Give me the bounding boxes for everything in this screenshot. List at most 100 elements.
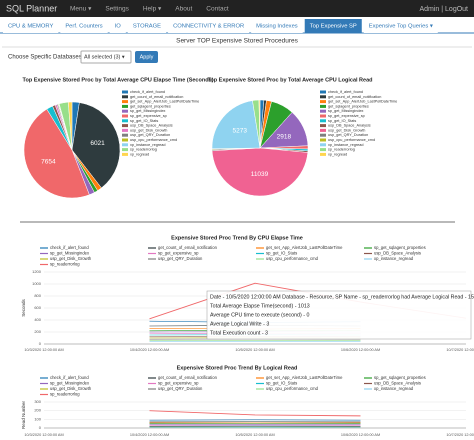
y-tick-label: 100 bbox=[34, 416, 41, 421]
y-axis-label: Seconds bbox=[21, 298, 26, 316]
legend-label: get_set_App_AlertJob_LastPollDateTime bbox=[266, 375, 343, 380]
tab[interactable] bbox=[60, 19, 108, 33]
legend-swatch bbox=[122, 143, 128, 147]
legend-label: check_if_alert_found bbox=[50, 245, 89, 250]
legend-swatch bbox=[320, 143, 326, 147]
tab-label[interactable]: IO bbox=[115, 24, 122, 30]
y-tick-label: 0 bbox=[39, 341, 42, 346]
legend-label: usp_get_Disk_Growth bbox=[130, 128, 167, 132]
legend-label: sp_get_IO_Stats bbox=[266, 251, 297, 256]
tab-label[interactable]: Expensive Top Queries ▾ bbox=[369, 24, 433, 30]
line-title: Expensive Stored Proc Trend By CPU Elaps… bbox=[171, 235, 303, 241]
line-title: Expensive Stored Proc Trend By Logical R… bbox=[177, 365, 298, 371]
tab[interactable] bbox=[304, 19, 362, 33]
y-tick-label: 400 bbox=[34, 317, 41, 322]
legend-swatch bbox=[320, 133, 326, 137]
tab[interactable] bbox=[127, 19, 167, 33]
x-tick-label: 10/7/2020 12:00:00 AM bbox=[446, 433, 474, 437]
legend-label: sp_get_expensive_sp bbox=[158, 381, 199, 386]
tab[interactable] bbox=[109, 19, 126, 33]
panel-title: Server TOP Expensive Stored Procedures bbox=[176, 38, 299, 45]
legend-swatch bbox=[122, 128, 128, 132]
legend-label: get_count_of_email_notification bbox=[130, 95, 183, 99]
tooltip bbox=[206, 290, 472, 340]
legend-label: usp_get_QRY_Duration bbox=[130, 133, 170, 137]
apply-label[interactable]: Apply bbox=[140, 54, 154, 60]
tab-label[interactable]: Top Expensive SP bbox=[310, 24, 357, 30]
legend-label: sp_readerrorlog bbox=[50, 392, 80, 397]
legend-label: get_set_App_AlertJob_LastPollDateTime bbox=[328, 100, 397, 104]
nav-item[interactable]: Help ▾ bbox=[143, 6, 162, 13]
y-tick-label: 1000 bbox=[32, 281, 42, 286]
filter-select[interactable] bbox=[80, 50, 132, 64]
legend-swatch bbox=[122, 133, 128, 137]
slice-label: 11039 bbox=[251, 171, 269, 178]
account[interactable]: Admin | LogOut bbox=[419, 6, 468, 13]
tooltip-line: Date - 10/5/2020 12:00:00 AM Database - … bbox=[210, 294, 474, 300]
x-tick-label: 10/4/2020 12:00:00 AM bbox=[130, 348, 169, 352]
legend-label: sp_get_IO_Stats bbox=[130, 119, 158, 123]
tab[interactable] bbox=[168, 19, 250, 33]
tab-label[interactable]: CONNECTIVITY & ERROR bbox=[173, 24, 244, 30]
legend-label: check_if_alert_found bbox=[328, 90, 363, 94]
x-tick-label: 10/5/2020 12:00:00 AM bbox=[235, 348, 274, 352]
legend-label: usp_cpu_performance_cmd bbox=[130, 138, 177, 142]
legend-label: get_count_of_email_notification bbox=[328, 95, 381, 99]
legend-label: xp_instance_regread bbox=[328, 143, 363, 147]
y-tick-label: 200 bbox=[34, 329, 41, 334]
legend-swatch bbox=[122, 90, 128, 94]
legend-label: usp_get_Disk_Growth bbox=[50, 386, 92, 391]
legend-swatch bbox=[320, 152, 326, 156]
x-tick-label: 10/6/2020 12:00:00 AM bbox=[341, 433, 380, 437]
legend-label: sp_get_Missingindex bbox=[328, 109, 364, 113]
x-tick-label: 10/6/2020 12:00:00 AM bbox=[341, 348, 380, 352]
x-tick-label: 10/5/2020 12:00:00 AM bbox=[235, 433, 274, 437]
pie-slice bbox=[258, 99, 261, 149]
nav-item[interactable]: About bbox=[175, 6, 192, 13]
legend-label: xp_instance_regread bbox=[374, 256, 414, 261]
legend-swatch bbox=[122, 100, 128, 104]
legend-label: usp_DB_Space_Analysis bbox=[328, 124, 371, 128]
legend-label: usp_get_QRY_Duration bbox=[158, 386, 203, 391]
legend-label: usp_DB_Space_Analysis bbox=[374, 381, 421, 386]
tooltip-line: Total Execution count - 3 bbox=[210, 330, 268, 336]
legend-label: usp_get_QRY_Duration bbox=[158, 256, 203, 261]
slice-label: 7654 bbox=[41, 158, 56, 165]
legend-swatch bbox=[320, 138, 326, 142]
y-tick-label: 200 bbox=[34, 408, 41, 413]
legend-label: usp_get_QRY_Duration bbox=[328, 133, 368, 137]
legend-label: sp_get_Missingindex bbox=[50, 251, 90, 256]
tab-label[interactable]: Missing Indexes bbox=[256, 24, 298, 30]
pie-slice bbox=[23, 108, 90, 199]
legend-label: usp_cpu_performance_cmd bbox=[266, 256, 319, 261]
filter-value[interactable]: All selected (3) ▾ bbox=[84, 54, 125, 60]
legend-label: get_count_of_email_notification bbox=[158, 245, 218, 250]
legend-label: sp_get_expensive_sp bbox=[328, 114, 365, 118]
legend-swatch bbox=[320, 109, 326, 113]
y-tick-label: 600 bbox=[34, 305, 41, 310]
tab[interactable] bbox=[363, 19, 438, 33]
tab-label[interactable]: CPU & MEMORY bbox=[8, 24, 53, 30]
brand[interactable]: SQL Planner bbox=[6, 3, 57, 13]
slice-label: 5273 bbox=[233, 128, 248, 135]
apply-button[interactable] bbox=[135, 51, 158, 63]
legend-swatch bbox=[320, 90, 326, 94]
nav-item[interactable]: Contact bbox=[206, 6, 229, 13]
series-line bbox=[149, 410, 361, 417]
nav-item[interactable]: Menu ▾ bbox=[70, 6, 92, 13]
tab-label[interactable]: STORAGE bbox=[133, 24, 161, 30]
tooltip-line: Total Average Elapse Time(second) - 1013 bbox=[210, 303, 310, 309]
legend-label: xp_regread bbox=[328, 152, 347, 156]
legend-label: get_sqlagent_properties bbox=[130, 104, 171, 108]
legend-label: usp_get_Disk_Growth bbox=[328, 128, 365, 132]
legend-swatch bbox=[122, 104, 128, 108]
tab-label[interactable]: Perf. Counters bbox=[65, 24, 102, 30]
nav-item[interactable]: Settings bbox=[105, 6, 129, 13]
x-tick-label: 10/3/2020 12:00:00 AM bbox=[24, 433, 63, 437]
tab[interactable] bbox=[251, 19, 303, 33]
x-tick-label: 10/7/2020 12:00:00 AM bbox=[446, 348, 474, 352]
legend-swatch bbox=[320, 119, 326, 123]
legend-label: xp_instance_regread bbox=[130, 143, 165, 147]
tab[interactable] bbox=[3, 19, 59, 33]
